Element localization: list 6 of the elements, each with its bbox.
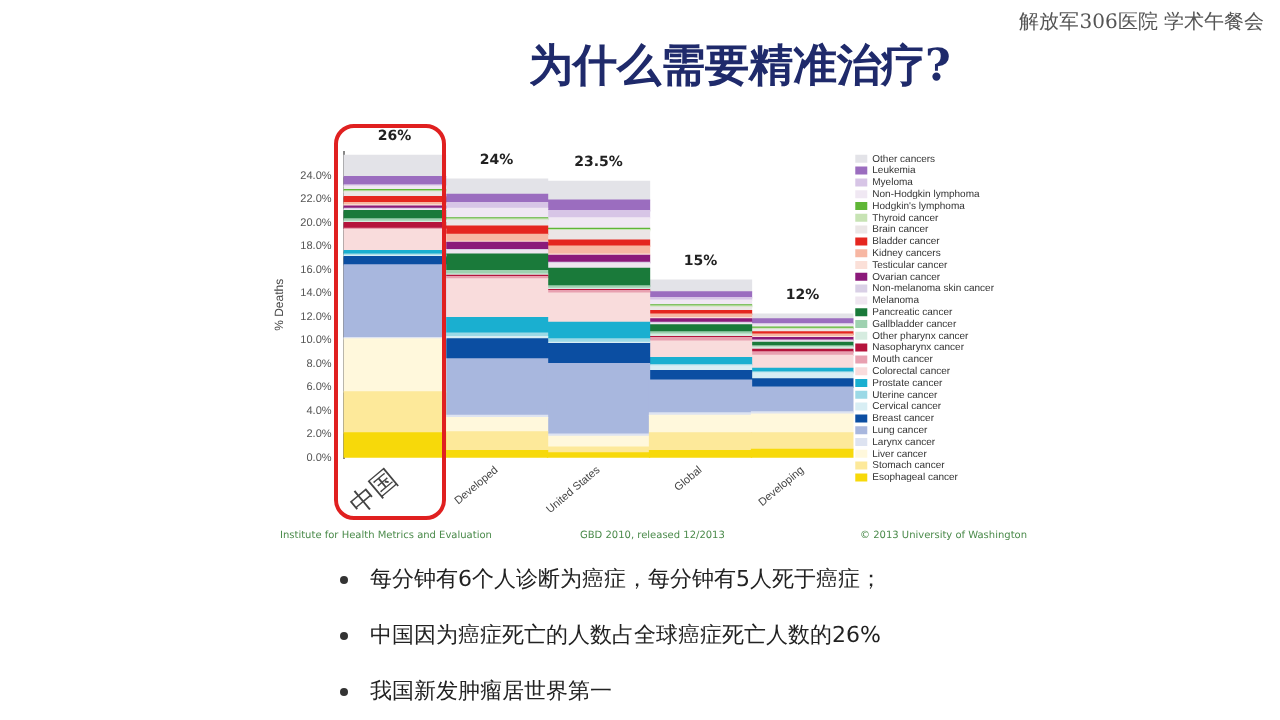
text: 解放军306医院 学术午餐会 (1019, 9, 1264, 36)
chart-title: 为什么需要精准治疗? (527, 38, 953, 96)
text: 中国因为癌症死亡的人数占全球癌症死亡人数的26% (370, 620, 881, 650)
text: 我国新发肿瘤居世界第一 (370, 676, 612, 706)
text: 每分钟有6个人诊断为癌症，每分钟有5人死于癌症； (370, 564, 882, 594)
x-tick-label: 中国 (343, 462, 404, 520)
